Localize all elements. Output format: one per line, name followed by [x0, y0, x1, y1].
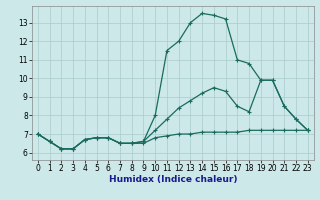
X-axis label: Humidex (Indice chaleur): Humidex (Indice chaleur) [108, 175, 237, 184]
